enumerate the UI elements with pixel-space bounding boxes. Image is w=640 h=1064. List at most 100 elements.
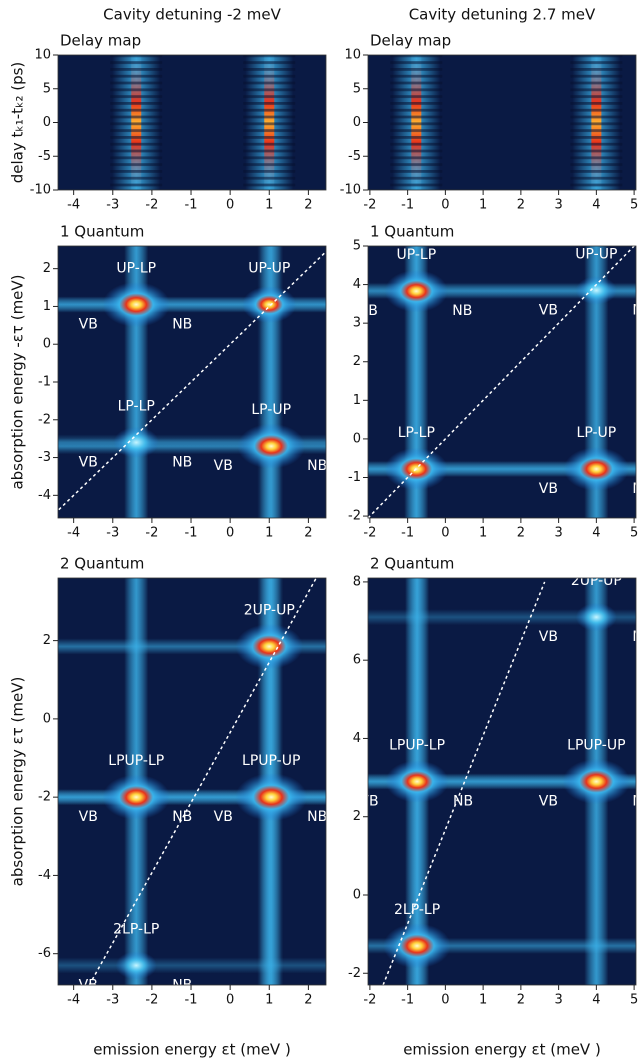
peak — [242, 286, 297, 323]
y-tick-label: 1 — [353, 393, 361, 408]
y-tick-label: 0 — [353, 431, 361, 446]
band-fringes — [110, 55, 163, 190]
peak-label: LP-UP — [577, 425, 617, 441]
peak — [575, 602, 617, 632]
side-label: VB — [79, 977, 98, 993]
x-tick-label: -2 — [145, 198, 158, 213]
panel-title: Delay map — [60, 32, 141, 50]
side-label: VB — [539, 629, 558, 645]
peak — [385, 760, 449, 803]
plot-area: UP-LP VB NB UP-UP LP-LP VB NB LP-UP VB NB — [58, 246, 326, 518]
x-tick-label: 4 — [592, 198, 600, 213]
x-tick-label: -4 — [67, 526, 80, 541]
side-label: NB — [172, 454, 192, 470]
side-label: VB — [359, 794, 378, 810]
plot-area: 2UP-UP LPUP-LP VB NB LPUP-UP VB NB 2LP-LP VB NB — [58, 578, 326, 993]
y-tick-label: -6 — [38, 946, 51, 961]
x-tick-label: -1 — [185, 993, 198, 1008]
side-label: NB — [632, 302, 640, 318]
x-tick-label: 1 — [265, 526, 273, 541]
side-label: NB — [632, 629, 640, 645]
x-tick-label: -3 — [106, 993, 119, 1008]
y-tick-label: 5 — [353, 239, 361, 254]
x-tick-label: 3 — [554, 993, 562, 1008]
peak — [235, 623, 304, 670]
y-tick-label: 0 — [43, 115, 51, 130]
y-tick-label: -1 — [348, 470, 361, 485]
y-axis-label: absorption energy ετ (meV) — [9, 677, 27, 887]
x-tick-label: 5 — [630, 198, 638, 213]
x-tick-label: -2 — [145, 993, 158, 1008]
y-tick-label: -10 — [30, 183, 51, 198]
x-tick-label: 1 — [479, 198, 487, 213]
diagonal — [382, 581, 546, 985]
peak — [383, 923, 451, 969]
x-tick-label: -2 — [363, 526, 376, 541]
x-tick-label: -2 — [363, 993, 376, 1008]
side-label: NB — [452, 303, 472, 319]
x-tick-label: -2 — [145, 526, 158, 541]
y-axis-label: delay tₖ₁-tₖ₂ (ps) — [9, 62, 27, 184]
side-label: VB — [359, 303, 378, 319]
peak-label: 2LP-LP — [394, 902, 440, 918]
x-tick-label: 1 — [479, 526, 487, 541]
peak-label: LPUP-UP — [242, 753, 300, 769]
panel-title: 2 Quantum — [60, 555, 144, 573]
x-tick-label: 0 — [441, 993, 449, 1008]
horizontal-streak — [368, 609, 636, 626]
plot-area: UP-LP VB NB UP-UP VB NB LP-LP LP-UP VB NB — [359, 246, 640, 518]
side-label: NB — [172, 317, 192, 333]
peak — [563, 447, 630, 491]
peak-label: UP-UP — [575, 246, 617, 262]
x-tick-label: 1 — [265, 198, 273, 213]
peak-label: 2UP-UP — [244, 602, 295, 618]
peak-label: LP-LP — [398, 425, 435, 441]
side-label: VB — [79, 317, 98, 333]
peak — [237, 423, 306, 469]
x-tick-label: 5 — [630, 526, 638, 541]
side-label: NB — [172, 809, 192, 825]
panel-title: 1 Quantum — [370, 223, 454, 241]
y-tick-label: 5 — [353, 81, 361, 96]
diagonal — [58, 250, 326, 512]
x-tick-label: 5 — [630, 993, 638, 1008]
x-tick-label: 2 — [304, 198, 312, 213]
column-title: Cavity detuning -2 meV — [103, 6, 281, 24]
x-tick-label: 3 — [554, 198, 562, 213]
peak-label: UP-LP — [116, 261, 156, 277]
y-tick-label: 2 — [353, 354, 361, 369]
y-tick-label: -5 — [38, 149, 51, 164]
x-tick-label: 2 — [517, 993, 525, 1008]
x-tick-label: 0 — [441, 526, 449, 541]
y-tick-label: 2 — [43, 261, 51, 276]
frame — [367, 577, 637, 986]
side-label: NB — [453, 794, 473, 810]
y-tick-label: 10 — [34, 48, 51, 63]
y-tick-label: -2 — [348, 509, 361, 524]
y-axis-label: absorption energy -ετ (meV) — [9, 274, 27, 489]
frame — [57, 577, 327, 986]
y-tick-label: 6 — [353, 653, 361, 668]
frame — [367, 245, 637, 519]
peak — [102, 281, 171, 328]
side-label: VB — [214, 458, 233, 474]
side-label: VB — [79, 809, 98, 825]
y-tick-label: -4 — [38, 488, 51, 503]
peak-label: UP-UP — [248, 261, 290, 277]
y-tick-label: 0 — [43, 711, 51, 726]
y-tick-label: -3 — [38, 450, 51, 465]
peak-label: UP-LP — [396, 247, 436, 263]
y-tick-label: 3 — [353, 316, 361, 331]
side-label: VB — [539, 302, 558, 318]
x-tick-label: -1 — [401, 526, 414, 541]
peak-label: LP-UP — [251, 402, 291, 418]
band-fringes — [243, 55, 296, 190]
peak — [384, 269, 448, 313]
x-tick-label: 1 — [265, 993, 273, 1008]
background — [58, 246, 326, 518]
x-tick-label: 1 — [479, 993, 487, 1008]
peak-label: LPUP-LP — [108, 753, 164, 769]
y-tick-label: 5 — [43, 81, 51, 96]
panel-title: 1 Quantum — [60, 223, 144, 241]
